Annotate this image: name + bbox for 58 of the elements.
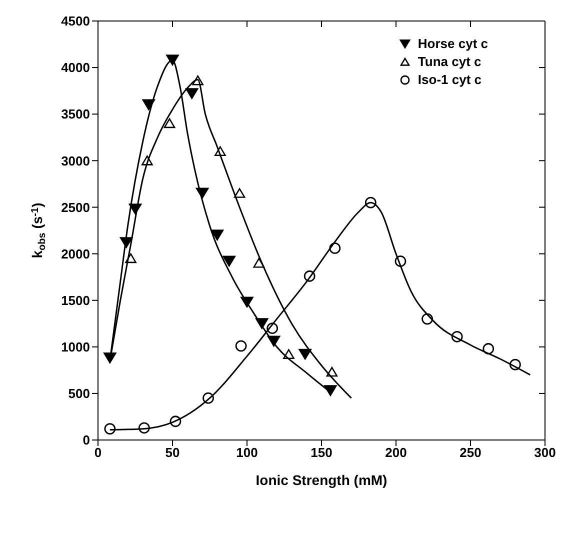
x-tick-label: 300 xyxy=(534,445,556,460)
point xyxy=(422,313,433,325)
point xyxy=(142,99,156,110)
point xyxy=(214,146,226,156)
point xyxy=(510,358,521,370)
point xyxy=(482,343,494,354)
x-axis-title: Ionic Strength (mM) xyxy=(256,472,388,488)
point xyxy=(304,270,316,282)
point xyxy=(222,256,236,267)
x-tick-label: 200 xyxy=(385,445,407,460)
y-tick-label: 1000 xyxy=(61,340,90,355)
legend-label: Tuna cyt c xyxy=(418,54,482,69)
x-tick-label: 250 xyxy=(460,445,482,460)
point xyxy=(451,330,463,342)
point xyxy=(125,253,136,264)
point xyxy=(196,188,209,199)
point xyxy=(166,54,179,66)
point xyxy=(138,422,150,434)
x-tick-label: 50 xyxy=(165,445,180,460)
point xyxy=(283,349,294,359)
point xyxy=(128,204,142,215)
point xyxy=(394,256,406,267)
point xyxy=(103,352,116,364)
y-tick-label: 500 xyxy=(68,386,90,402)
point xyxy=(185,88,198,100)
point xyxy=(255,318,268,330)
x-tick-label: 0 xyxy=(94,445,102,460)
y-tick-label: 0 xyxy=(82,432,90,448)
point xyxy=(210,230,224,241)
point xyxy=(104,423,116,435)
point xyxy=(266,322,278,334)
point xyxy=(324,385,337,396)
point xyxy=(329,242,341,254)
point xyxy=(240,296,254,308)
legend-label: Iso-1 cyt c xyxy=(418,72,482,87)
y-tick-label: 3500 xyxy=(61,106,90,122)
x-tick-label: 100 xyxy=(236,445,258,460)
point xyxy=(192,75,204,86)
point xyxy=(170,416,182,428)
point xyxy=(326,366,338,377)
y-tick-label: 4500 xyxy=(61,14,90,29)
y-tick-label: 3000 xyxy=(61,153,90,168)
point xyxy=(364,196,376,208)
y-tick-label: 4000 xyxy=(61,60,90,76)
legend-label: Horse cyt c xyxy=(418,36,488,51)
point xyxy=(267,336,280,347)
point xyxy=(142,156,153,166)
y-tick-label: 1500 xyxy=(61,292,90,308)
y-tick-label: 2500 xyxy=(61,200,90,215)
point xyxy=(253,258,265,268)
point xyxy=(298,348,312,360)
point xyxy=(234,188,246,198)
point xyxy=(164,118,176,128)
point xyxy=(235,340,247,352)
point xyxy=(202,392,214,404)
x-tick-label: 150 xyxy=(310,445,332,460)
point xyxy=(120,237,133,248)
y-tick-label: 2000 xyxy=(61,246,90,262)
